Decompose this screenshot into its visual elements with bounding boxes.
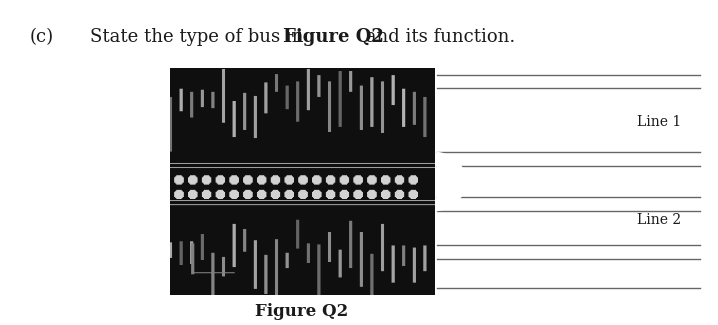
Text: (c): (c) (30, 28, 54, 46)
Text: Figure Q2: Figure Q2 (256, 303, 349, 320)
Text: Line 2: Line 2 (638, 213, 681, 227)
Circle shape (398, 152, 466, 211)
Text: Line 1: Line 1 (638, 115, 681, 129)
Text: State the type of bus in: State the type of bus in (90, 28, 309, 46)
Text: Figure Q2: Figure Q2 (283, 28, 384, 46)
Text: and its function.: and its function. (360, 28, 516, 46)
